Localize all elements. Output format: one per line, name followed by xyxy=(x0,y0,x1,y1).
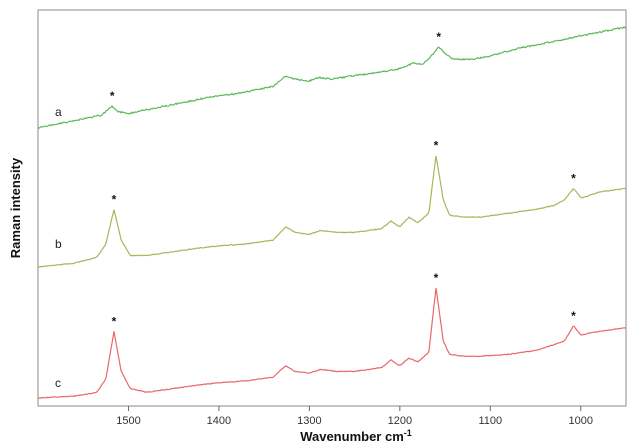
peak-marker-c-2: * xyxy=(434,271,439,285)
peak-marker-b-1: * xyxy=(112,192,117,206)
x-axis-title-superscript: -1 xyxy=(404,428,412,438)
x-axis-title: Wavenumber cm-1 xyxy=(300,428,412,444)
peak-marker-c-3: * xyxy=(571,309,576,323)
x-tick-label-1000: 1000 xyxy=(569,415,593,427)
x-tick-label-1400: 1400 xyxy=(207,415,231,427)
spectrum-trace-c xyxy=(37,287,627,399)
peak-marker-c-1: * xyxy=(112,315,117,329)
trace-label-c: c xyxy=(55,376,61,390)
x-axis-title-text: Wavenumber cm xyxy=(300,429,404,444)
plot-frame xyxy=(37,9,627,407)
peak-markers: * * * * * * * * xyxy=(110,30,576,329)
peak-marker-a-1: * xyxy=(110,89,115,103)
x-tick-label-1200: 1200 xyxy=(388,415,412,427)
spectrum-trace-b xyxy=(37,155,627,268)
peak-marker-b-3: * xyxy=(571,171,576,185)
trace-labels: a b c xyxy=(55,105,62,390)
x-tick-label-1100: 1100 xyxy=(478,415,502,427)
spectrum-trace-a xyxy=(37,25,627,129)
trace-label-b: b xyxy=(55,237,62,251)
y-axis-title: Raman intensity xyxy=(8,157,23,258)
spectra-traces xyxy=(37,25,627,399)
x-axis: 1500 1400 1300 1200 1100 1000 xyxy=(116,406,593,427)
x-tick-label-1500: 1500 xyxy=(116,415,140,427)
peak-marker-a-2: * xyxy=(436,30,441,44)
trace-label-a: a xyxy=(55,105,62,119)
peak-marker-b-2: * xyxy=(434,139,439,153)
x-tick-label-1300: 1300 xyxy=(297,415,321,427)
